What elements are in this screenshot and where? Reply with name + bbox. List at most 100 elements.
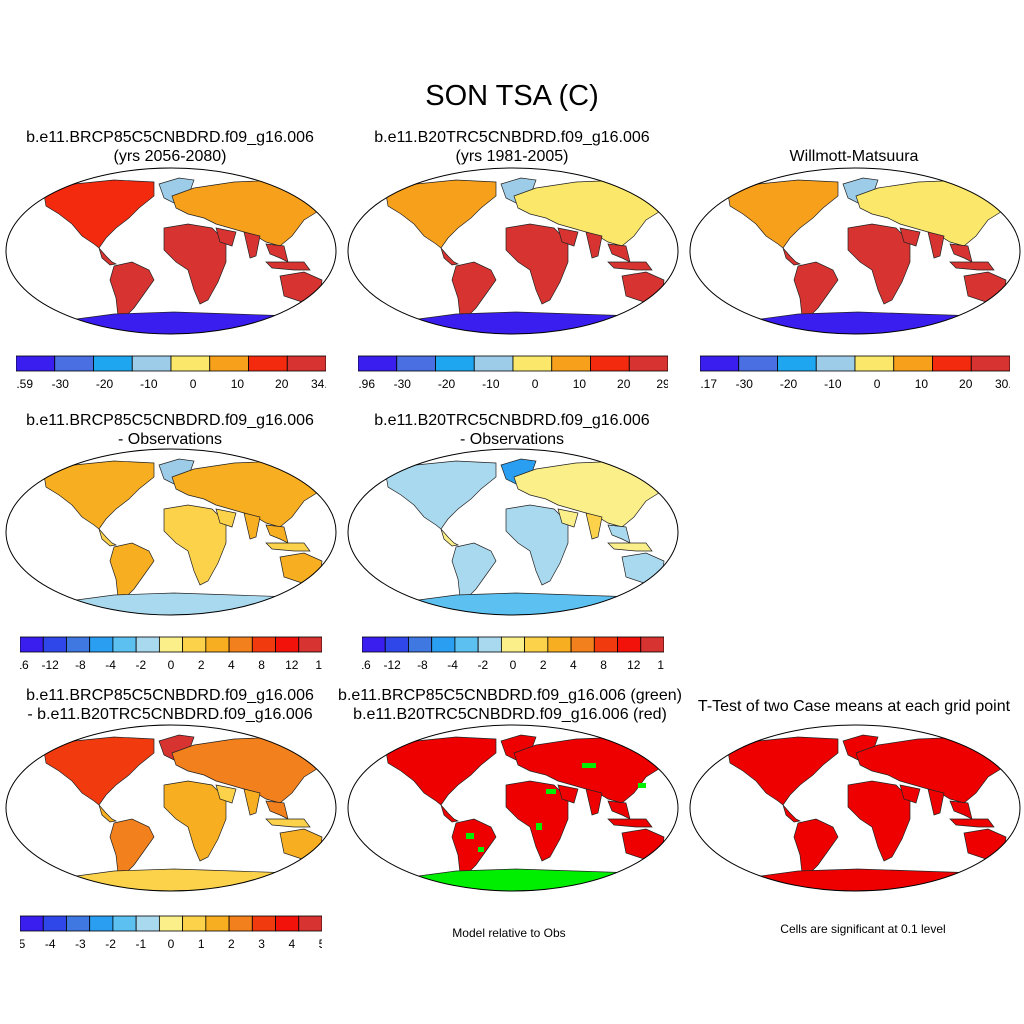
colorbar-swatch bbox=[298, 915, 322, 932]
landmass-northAmerica bbox=[43, 179, 155, 249]
colorbar-tick-label: 8 bbox=[258, 658, 265, 672]
panel-4-title-line1: b.e11.BRCP85C5CNBDRD.f09_g16.006 bbox=[26, 412, 314, 429]
colorbar-tick-label: -12 bbox=[42, 658, 60, 672]
colorbar-tick-label: -16 bbox=[362, 658, 371, 672]
colorbar-swatch bbox=[777, 355, 817, 372]
colorbar-swatch bbox=[815, 355, 856, 372]
map-outline bbox=[689, 724, 1021, 892]
landmass-arabia bbox=[557, 784, 579, 804]
landmass-seAsia bbox=[265, 243, 289, 263]
landmass-africa bbox=[163, 504, 227, 586]
landmass-indonesia bbox=[607, 542, 653, 552]
panel-7-title-line2: b.e11.B20TRC5CNBDRD.f09_g16.006 (red) bbox=[353, 706, 667, 723]
colorbar-swatch bbox=[932, 355, 972, 372]
colorbar-tick-label: 4 bbox=[570, 658, 577, 672]
landmass-indonesia bbox=[949, 818, 995, 828]
colorbar-tick-label: -10 bbox=[824, 377, 842, 391]
colorbar-swatch bbox=[512, 355, 553, 372]
colorbar-swatch bbox=[524, 636, 549, 653]
landmass-indonesia bbox=[265, 261, 311, 271]
colorbar-swatch bbox=[738, 355, 778, 372]
colorbar-swatch bbox=[54, 355, 94, 372]
colorbar-swatch bbox=[135, 636, 160, 653]
green-patch bbox=[582, 763, 596, 768]
colorbar-swatch bbox=[228, 636, 253, 653]
landmass-africa bbox=[847, 780, 911, 862]
landmass-southAmerica bbox=[109, 261, 155, 319]
landmass-centralAmerica bbox=[98, 804, 118, 823]
colorbar-tick-label: -5 bbox=[20, 937, 26, 951]
panel-5-title-line2: - Observations bbox=[459, 431, 565, 448]
map-panel-5 bbox=[347, 448, 679, 616]
landmass-northAmerica bbox=[727, 736, 839, 806]
panel-4-title: b.e11.BRCP85C5CNBDRD.f09_g16.006 - Obser… bbox=[0, 411, 340, 449]
colorbar-swatch bbox=[20, 636, 44, 653]
landmass-australia bbox=[621, 552, 665, 584]
panel-6-title-line2: - b.e11.B20TRC5CNBDRD.f09_g16.006 bbox=[27, 706, 313, 723]
map-outline bbox=[347, 167, 679, 335]
colorbar-swatch bbox=[89, 636, 114, 653]
landmass-northAmerica bbox=[385, 179, 497, 249]
colorbar-1: -53.59 -30 -20 -10 0 10 20 34.27 bbox=[16, 355, 326, 391]
colorbar-swatch bbox=[112, 636, 137, 653]
colorbar-tick-label: 16 bbox=[315, 658, 322, 672]
colorbar-swatch bbox=[112, 915, 137, 932]
green-patch bbox=[466, 833, 474, 839]
landmass-arabia bbox=[557, 508, 579, 528]
colorbar-swatch bbox=[617, 636, 642, 653]
colorbar-tick-label: -16 bbox=[20, 658, 29, 672]
landmass-seAsia bbox=[607, 243, 631, 263]
colorbar-tick-label: -30 bbox=[52, 377, 70, 391]
colorbar-swatch bbox=[473, 355, 514, 372]
page-title: SON TSA (C) bbox=[425, 80, 599, 112]
colorbar-swatch bbox=[182, 636, 207, 653]
colorbar-swatch bbox=[135, 915, 160, 932]
colorbar-swatch bbox=[593, 636, 618, 653]
landmass-northAmerica bbox=[385, 460, 497, 530]
colorbar-tick-label: 20 bbox=[275, 377, 289, 391]
colorbar-tick-label: 10 bbox=[915, 377, 929, 391]
colorbar-tick-label: -30 bbox=[394, 377, 412, 391]
panel-5-title-line1: b.e11.B20TRC5CNBDRD.f09_g16.006 bbox=[374, 412, 650, 429]
landmass-india bbox=[585, 788, 603, 816]
map-panel-3 bbox=[689, 167, 1021, 335]
colorbar-tick-label: -4 bbox=[105, 658, 116, 672]
landmass-centralAmerica bbox=[440, 804, 460, 823]
colorbar-tick-label: -4 bbox=[45, 937, 56, 951]
colorbar-tick-label: -1 bbox=[135, 937, 146, 951]
colorbar-swatch bbox=[358, 355, 398, 372]
colorbar-tick-label: 30.07 bbox=[995, 377, 1010, 391]
landmass-india bbox=[585, 512, 603, 540]
colorbar-swatch bbox=[700, 355, 740, 372]
colorbar-swatch bbox=[547, 636, 572, 653]
colorbar-tick-label: -2 bbox=[477, 658, 488, 672]
colorbar-tick-label: 2 bbox=[198, 658, 205, 672]
colorbar-tick-label: 2 bbox=[540, 658, 547, 672]
colorbar-swatch bbox=[628, 355, 668, 372]
landmass-australia bbox=[279, 552, 323, 584]
colorbar-swatch bbox=[298, 636, 322, 653]
landmass-arabia bbox=[215, 784, 237, 804]
landmass-india bbox=[585, 231, 603, 259]
landmass-seAsia bbox=[949, 800, 973, 820]
map-outline bbox=[689, 167, 1021, 335]
green-patch bbox=[638, 783, 646, 788]
landmass-southAmerica bbox=[451, 261, 497, 319]
colorbar-swatch bbox=[275, 636, 300, 653]
panel-8-title: T-Test of two Case means at each grid po… bbox=[684, 697, 1024, 716]
colorbar-swatch bbox=[570, 636, 595, 653]
colorbar-tick-label: -10 bbox=[140, 377, 158, 391]
landmass-centralAmerica bbox=[782, 804, 802, 823]
landmass-centralAmerica bbox=[440, 247, 460, 266]
landmass-northAmerica bbox=[727, 179, 839, 249]
colorbar-3: -56.17 -30 -20 -10 0 10 20 30.07 bbox=[700, 355, 1010, 391]
landmass-southAmerica bbox=[793, 261, 839, 319]
colorbar-swatch bbox=[590, 355, 630, 372]
landmass-northAmerica bbox=[43, 460, 155, 530]
landmass-australia bbox=[621, 271, 665, 303]
landmass-australia bbox=[621, 828, 665, 860]
panel-4-title-line2: - Observations bbox=[117, 431, 223, 448]
colorbar-swatch bbox=[89, 915, 114, 932]
colorbar-swatch bbox=[251, 915, 276, 932]
green-patch bbox=[546, 789, 556, 794]
